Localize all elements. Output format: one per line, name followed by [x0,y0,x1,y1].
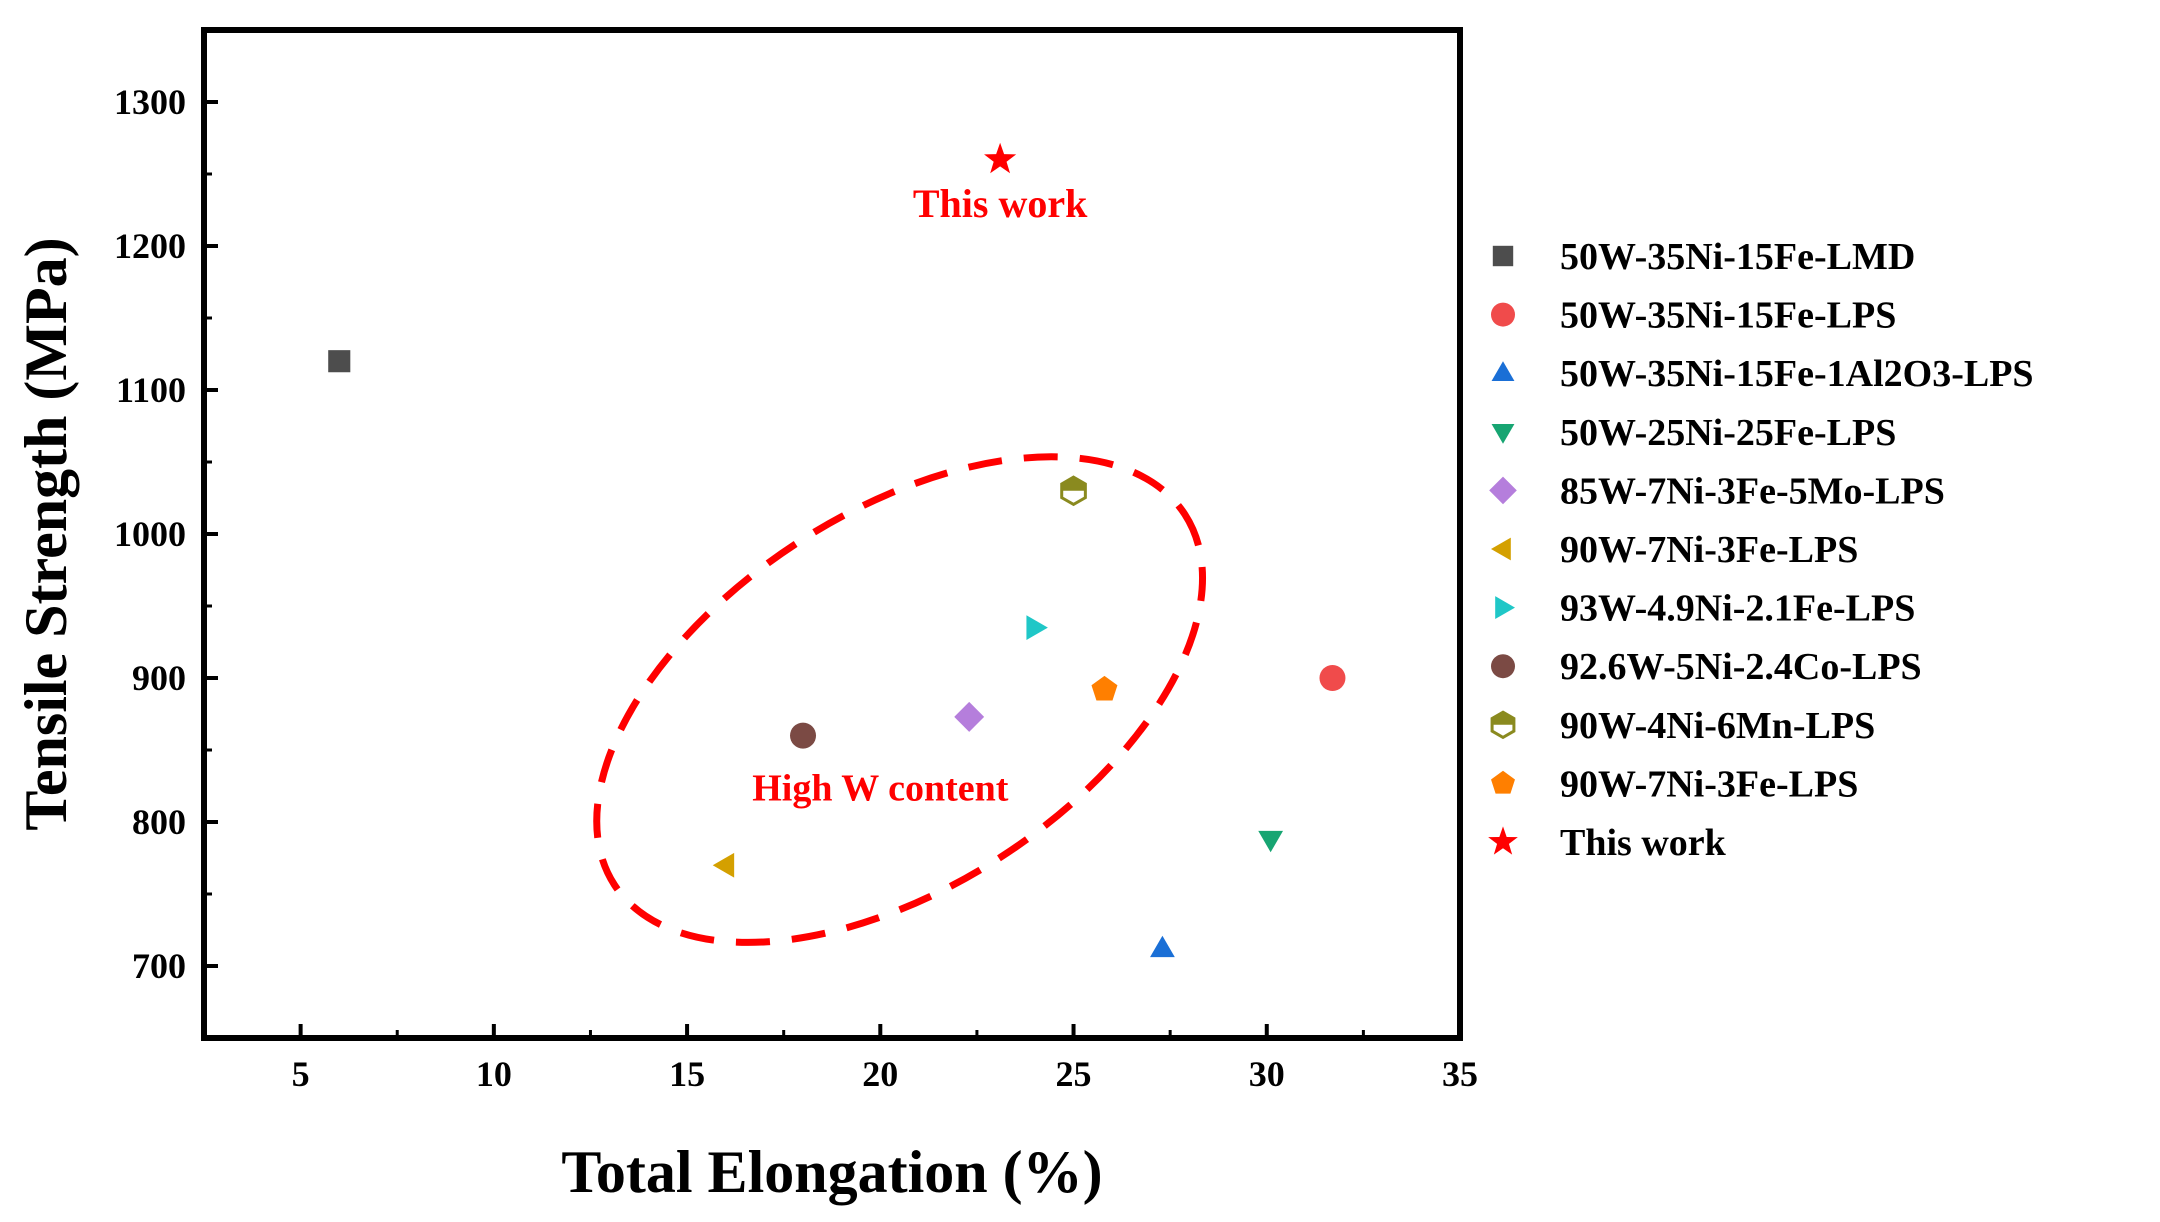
point-7-93w-4-9ni-2-1fe-lps [1026,615,1048,640]
legend-label-2: 50W-35Ni-15Fe-LPS [1560,295,1896,337]
legend-item-5: 85W-7Ni-3Fe-5Mo-LPS [1489,470,1945,512]
legend-item-7: 93W-4.9Ni-2.1Fe-LPS [1495,588,1915,630]
legend-label-3: 50W-35Ni-15Fe-1Al2O3-LPS [1560,353,2034,395]
legend-marker-11 [1488,826,1518,855]
y-tick-label-1000: 1000 [114,514,186,554]
x-axis-title: Total Elongation (%) [561,1139,1102,1205]
legend-item-8: 92.6W-5Ni-2.4Co-LPS [1491,646,1922,688]
legend-label-1: 50W-35Ni-15Fe-LMD [1560,236,1915,278]
legend-item-10: 90W-7Ni-3Fe-LPS [1491,763,1858,805]
legend-item-4: 50W-25Ni-25Fe-LPS [1491,412,1896,454]
point-5-85w-7ni-3fe-5mo-lps [954,701,985,732]
legend-label-9: 90W-4Ni-6Mn-LPS [1560,705,1875,747]
x-tick-label-30: 30 [1249,1054,1285,1094]
legend-item-6: 90W-7Ni-3Fe-LPS [1491,529,1858,571]
legend-label-11: This work [1560,822,1727,864]
legend-marker-6 [1491,537,1511,561]
point-2-50w-35ni-15fe-lps [1319,665,1346,691]
annotation-this-work: This work [913,181,1088,226]
legend-marker-4 [1491,424,1515,444]
x-tick-label-10: 10 [476,1054,512,1094]
legend-marker-8 [1491,654,1515,679]
x-tick-label-35: 35 [1442,1054,1478,1094]
x-tick-label-25: 25 [1056,1054,1092,1094]
y-tick-label-1100: 1100 [116,370,186,410]
plot-area-frame [201,27,1463,1041]
y-tick-label-1200: 1200 [114,226,186,266]
legend-marker-2 [1491,302,1515,327]
legend-item-1: 50W-35Ni-15Fe-LMD [1492,236,1915,278]
legend-label-4: 50W-25Ni-25Fe-LPS [1560,412,1896,454]
x-tick-label-15: 15 [669,1054,705,1094]
legend-label-5: 85W-7Ni-3Fe-5Mo-LPS [1560,470,1945,512]
annotation-high-w-content: High W content [752,767,1009,809]
axis-ticks: 5 10 15 20 25 30 35 700 800 900 1000 1100 1200 1300 [114,82,1478,1094]
legend-item-11: This work [1488,822,1727,864]
legend-marker-7 [1495,596,1515,620]
point-4-50w-25ni-25fe-lps [1258,830,1284,853]
high-w-content-ellipse-layer [593,453,1207,946]
legend-label-8: 92.6W-5Ni-2.4Co-LPS [1560,646,1922,688]
legend-item-9: 90W-4Ni-6Mn-LPS [1490,705,1875,747]
x-tick-label-20: 20 [862,1054,898,1094]
legend-marker-5 [1489,476,1517,505]
point-11-this-work [984,142,1017,174]
y-tick-label-700: 700 [132,946,186,986]
point-6-90w-7ni-3fe-lps [712,852,735,878]
legend-item-3: 50W-35Ni-15Fe-1Al2O3-LPS [1491,353,2034,395]
legend-label-6: 90W-7Ni-3Fe-LPS [1560,529,1858,571]
point-1-50w-35ni-15fe-lmd [328,350,351,373]
legend-marker-9 [1490,710,1516,740]
data-points [328,142,1346,958]
legend-marker-3 [1491,361,1515,381]
legend-marker-10 [1491,770,1515,794]
point-8-92-6w-5ni-2-4co-lps [790,722,817,749]
x-tick-label-5: 5 [292,1054,310,1094]
legend-item-2: 50W-35Ni-15Fe-LPS [1491,295,1896,337]
y-tick-label-1300: 1300 [114,82,186,122]
legend: 50W-35Ni-15Fe-LMD 50W-35Ni-15Fe-LPS 50W-35… [1488,236,2034,864]
y-tick-label-900: 900 [132,658,186,698]
y-tick-label-800: 800 [132,802,186,842]
high-w-content-ellipse [593,453,1207,946]
point-3-50w-35ni-15fe-1al2o3-lps [1150,935,1175,958]
legend-label-7: 93W-4.9Ni-2.1Fe-LPS [1560,588,1915,630]
legend-marker-1 [1492,245,1514,267]
legend-label-10: 90W-7Ni-3Fe-LPS [1560,763,1858,805]
y-axis-title: Tensile Strength (MPa) [13,237,79,830]
point-10-90w-7ni-3fe-lps [1091,675,1118,701]
point-9-90w-4ni-6mn-lps [1060,475,1087,507]
annotations: This work High W content [752,181,1088,809]
